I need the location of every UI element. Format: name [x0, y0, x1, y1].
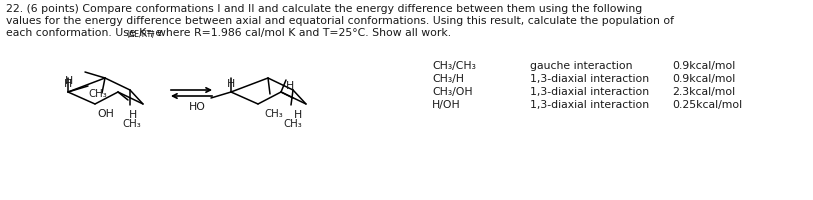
Text: H/OH: H/OH — [432, 100, 461, 109]
Text: 1,3-diaxial interaction: 1,3-diaxial interaction — [530, 87, 649, 97]
Text: H: H — [227, 79, 235, 89]
Text: CH₃/CH₃: CH₃/CH₃ — [432, 61, 476, 71]
Text: CH₃/H: CH₃/H — [432, 74, 464, 84]
Text: CH₃/OH: CH₃/OH — [432, 87, 472, 97]
Text: 2.3kcal/mol: 2.3kcal/mol — [672, 87, 735, 97]
Text: 0.9kcal/mol: 0.9kcal/mol — [672, 74, 735, 84]
Text: H: H — [65, 76, 73, 86]
Text: CH₃: CH₃ — [122, 118, 141, 128]
Text: CH₃: CH₃ — [88, 89, 107, 99]
Text: HO: HO — [189, 101, 206, 111]
Text: 1,3-diaxial interaction: 1,3-diaxial interaction — [530, 74, 649, 84]
Text: 22. (6 points) Compare conformations I and II and calculate the energy differenc: 22. (6 points) Compare conformations I a… — [6, 4, 642, 14]
Text: 1,3-diaxial interaction: 1,3-diaxial interaction — [530, 100, 649, 109]
Text: CH₃: CH₃ — [283, 118, 302, 128]
Text: each conformation. Use K=e: each conformation. Use K=e — [6, 28, 162, 38]
Text: H: H — [129, 109, 137, 119]
Text: , where R=1.986 cal/mol K and T=25°C. Show all work.: , where R=1.986 cal/mol K and T=25°C. Sh… — [150, 28, 450, 38]
Text: H: H — [64, 79, 72, 89]
Text: CH₃: CH₃ — [264, 108, 283, 118]
Text: gauche interaction: gauche interaction — [530, 61, 633, 71]
Text: OH: OH — [97, 108, 114, 118]
Text: (ΔE/RT): (ΔE/RT) — [126, 30, 154, 39]
Text: H: H — [286, 81, 294, 91]
Text: 0.9kcal/mol: 0.9kcal/mol — [672, 61, 735, 71]
Text: values for the energy difference between axial and equatorial conformations. Usi: values for the energy difference between… — [6, 16, 674, 26]
Text: H: H — [294, 109, 302, 119]
Text: 0.25kcal/mol: 0.25kcal/mol — [672, 100, 742, 109]
